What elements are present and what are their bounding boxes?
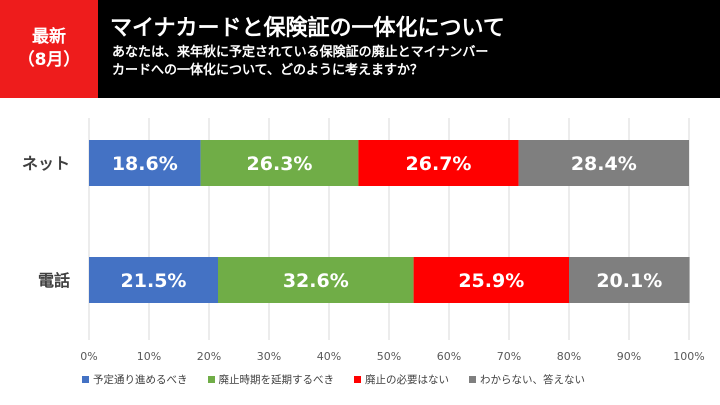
legend-swatch bbox=[469, 376, 476, 383]
x-tick-label: 90% bbox=[617, 350, 641, 363]
x-tick-label: 20% bbox=[197, 350, 221, 363]
chart-legend: 予定通り進めるべき 廃止時期を延期するべき 廃止の必要はない わからない、答えない bbox=[82, 372, 585, 387]
legend-swatch bbox=[207, 376, 215, 383]
x-tick-label: 70% bbox=[497, 350, 521, 363]
data-label: 20.1% bbox=[596, 270, 662, 292]
x-tick-label: 100% bbox=[673, 350, 704, 363]
x-tick-label: 0% bbox=[80, 350, 97, 363]
legend-label: わからない、答えない bbox=[480, 374, 585, 386]
data-label: 25.9% bbox=[458, 270, 524, 292]
question-text: あなたは、来年秋に予定されている保険証の廃止とマイナンバー カードへの一体化につ… bbox=[112, 44, 582, 80]
latest-badge: 最新 （8月） bbox=[0, 0, 98, 98]
legend-swatch bbox=[82, 376, 89, 383]
bar-segment bbox=[200, 140, 359, 186]
x-tick-label: 80% bbox=[557, 350, 581, 363]
bar-segment bbox=[358, 140, 519, 186]
bar-segment bbox=[413, 257, 569, 303]
x-tick-label: 10% bbox=[137, 350, 161, 363]
header-bar: 最新 （8月） マイナカードと保険証の一体化について あなたは、来年秋に予定され… bbox=[0, 0, 720, 98]
legend-item: 廃止の必要はない bbox=[354, 372, 449, 387]
category-label: ネット bbox=[22, 154, 70, 173]
bar-segment bbox=[218, 257, 414, 303]
badge-line1: 最新 bbox=[32, 27, 66, 47]
bar-segment bbox=[89, 140, 201, 186]
legend-label: 廃止時期を延期するべき bbox=[218, 374, 335, 386]
bar-segment bbox=[569, 257, 690, 303]
category-label: 電話 bbox=[38, 271, 70, 290]
x-tick-label: 40% bbox=[317, 350, 341, 363]
question-line2: カードへの一体化について、どのように考えますか？ bbox=[112, 63, 423, 78]
data-label: 26.7% bbox=[406, 153, 472, 175]
legend-item: 廃止時期を延期するべき bbox=[207, 372, 335, 387]
bar-segment bbox=[89, 257, 218, 303]
page-title: マイナカードと保険証の一体化について bbox=[110, 16, 505, 41]
legend-label: 予定通り進めるべき bbox=[93, 374, 188, 386]
x-tick-label: 60% bbox=[437, 350, 461, 363]
data-label: 21.5% bbox=[121, 270, 187, 292]
legend-item: わからない、答えない bbox=[469, 372, 585, 387]
data-label: 32.6% bbox=[283, 270, 349, 292]
x-tick-label: 50% bbox=[377, 350, 401, 363]
data-label: 18.6% bbox=[112, 153, 178, 175]
legend-item: 予定通り進めるべき bbox=[82, 372, 188, 387]
legend-label: 廃止の必要はない bbox=[365, 374, 449, 386]
badge-line2: （8月） bbox=[17, 50, 81, 70]
data-label: 26.3% bbox=[247, 153, 313, 175]
data-label: 28.4% bbox=[571, 153, 637, 175]
bar-segment bbox=[518, 140, 689, 186]
question-line1: あなたは、来年秋に予定されている保険証の廃止とマイナンバー bbox=[112, 45, 489, 60]
legend-swatch bbox=[354, 376, 361, 383]
x-tick-label: 30% bbox=[257, 350, 281, 363]
